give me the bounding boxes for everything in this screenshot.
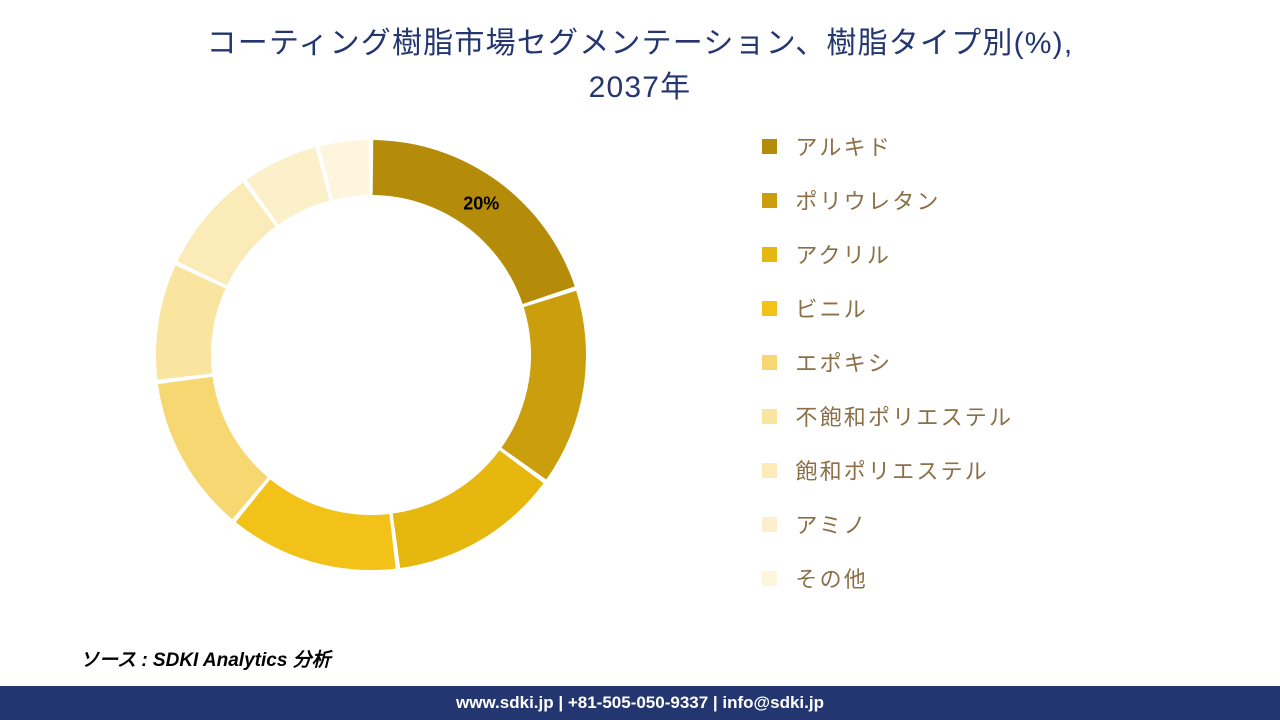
legend-label: アルキド	[795, 130, 892, 162]
donut-segment	[158, 377, 268, 520]
legend-item: ビニル	[762, 292, 1260, 324]
legend-swatch	[762, 193, 777, 208]
source-text: ソース : SDKI Analytics 分析	[80, 645, 331, 672]
title-line1: コーティング樹脂市場セグメンテーション、樹脂タイプ別(%),	[40, 18, 1240, 62]
page: コーティング樹脂市場セグメンテーション、樹脂タイプ別(%), 2037年 20%…	[0, 0, 1280, 720]
legend-item: アクリル	[762, 238, 1260, 270]
chart-title: コーティング樹脂市場セグメンテーション、樹脂タイプ別(%), 2037年	[0, 0, 1280, 106]
legend-item: ポリウレタン	[762, 184, 1260, 216]
segment-callout: 20%	[463, 193, 499, 213]
donut-segment	[502, 291, 587, 480]
footer-bar: www.sdki.jp | +81-505-050-9337 | info@sd…	[0, 686, 1280, 720]
legend-item: アミノ	[762, 508, 1260, 540]
body-area: 20% アルキドポリウレタンアクリルビニルエポキシ不飽和ポリエステル飽和ポリエス…	[0, 110, 1280, 660]
legend-item: エポキシ	[762, 346, 1260, 378]
footer-text: www.sdki.jp | +81-505-050-9337 | info@sd…	[456, 693, 824, 713]
legend-swatch	[762, 355, 777, 370]
legend-label: 飽和ポリエステル	[795, 454, 989, 486]
donut-svg: 20%	[146, 130, 596, 580]
donut-segment	[156, 265, 226, 379]
legend-label: アクリル	[795, 238, 891, 270]
legend-label: ポリウレタン	[795, 184, 940, 216]
legend-swatch	[762, 463, 777, 478]
chart-column: 20%	[0, 110, 742, 660]
legend-item: 不飽和ポリエステル	[762, 400, 1260, 432]
donut-segment	[393, 450, 544, 568]
legend-label: その他	[795, 562, 868, 594]
donut-chart: 20%	[146, 130, 596, 585]
legend-swatch	[762, 409, 777, 424]
legend: アルキドポリウレタンアクリルビニルエポキシ不飽和ポリエステル飽和ポリエステルアミ…	[742, 110, 1280, 660]
legend-swatch	[762, 139, 777, 154]
legend-label: 不飽和ポリエステル	[795, 400, 1013, 432]
legend-label: エポキシ	[795, 346, 892, 378]
legend-swatch	[762, 517, 777, 532]
legend-item: 飽和ポリエステル	[762, 454, 1260, 486]
legend-swatch	[762, 247, 777, 262]
donut-segment	[373, 140, 575, 304]
donut-segment	[320, 140, 370, 200]
legend-swatch	[762, 301, 777, 316]
legend-label: ビニル	[795, 292, 868, 324]
legend-label: アミノ	[795, 508, 867, 540]
legend-item: その他	[762, 562, 1260, 594]
title-line2: 2037年	[40, 62, 1240, 106]
legend-item: アルキド	[762, 130, 1260, 162]
legend-swatch	[762, 571, 777, 586]
donut-segment	[236, 479, 396, 570]
